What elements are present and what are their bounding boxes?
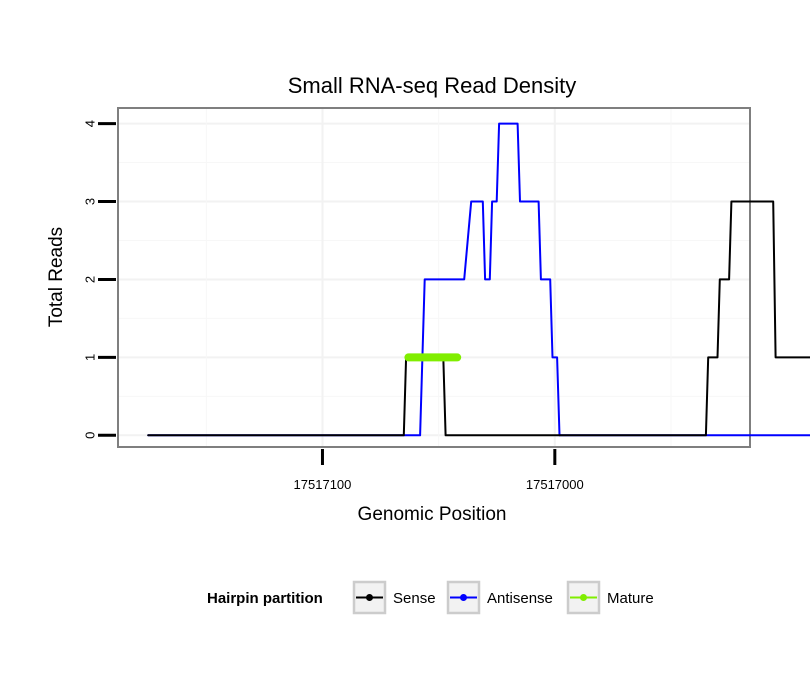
gridlines xyxy=(118,108,750,447)
y-tick-label: 4 xyxy=(82,120,97,127)
legend-label-sense: Sense xyxy=(393,590,436,607)
legend-key-sense xyxy=(352,580,387,615)
legend-key-mature xyxy=(566,580,601,615)
y-tick-label: 1 xyxy=(82,354,97,361)
legend-label-mature: Mature xyxy=(607,590,654,607)
axis-layer: 0 1 2 3 4 17517100 17517000 xyxy=(82,120,583,492)
chart-title: Small RNA-seq Read Density xyxy=(288,73,577,98)
x-tick-label: 17517100 xyxy=(294,477,352,492)
y-tick-label: 3 xyxy=(82,198,97,205)
plot-panel xyxy=(117,107,751,448)
x-tick-label: 17517000 xyxy=(526,477,584,492)
y-tick-label: 0 xyxy=(82,432,97,439)
series-layer xyxy=(147,122,810,437)
legend-title: Hairpin partition xyxy=(207,590,323,607)
legend-label-antisense: Antisense xyxy=(487,590,553,607)
legend: Hairpin partition Sense Antisense Mature xyxy=(207,580,654,615)
antisense-line xyxy=(147,122,561,437)
x-axis-title: Genomic Position xyxy=(358,504,507,525)
legend-key-antisense xyxy=(446,580,481,615)
y-axis-title: Total Reads xyxy=(46,227,67,327)
y-tick-label: 2 xyxy=(82,276,97,283)
